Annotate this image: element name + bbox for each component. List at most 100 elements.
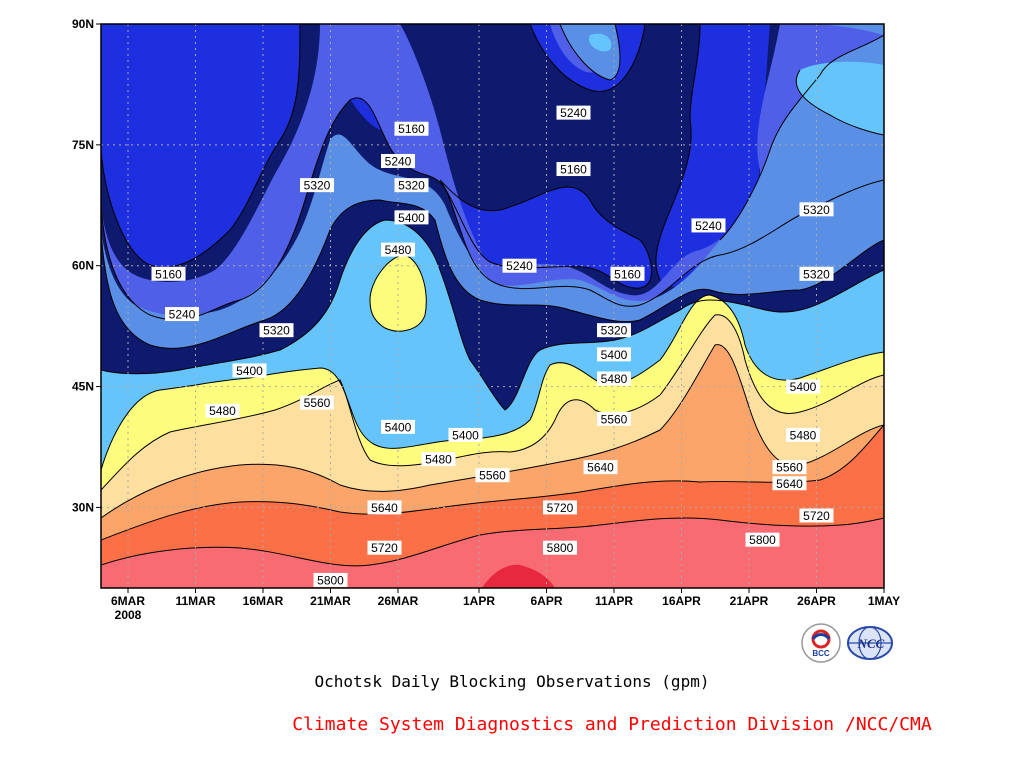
y-tick-label: 30N <box>72 500 94 514</box>
contour-label-bg <box>394 121 429 136</box>
x-tick-label: 26APR <box>797 594 836 608</box>
contour-label: 5320 <box>597 323 631 338</box>
contour-label-text: 5240 <box>385 154 412 168</box>
contour-label-bg <box>475 468 510 483</box>
contour-label-bg <box>232 363 267 378</box>
contour-label: 5240 <box>381 153 415 168</box>
contour-label: 5400 <box>232 363 267 378</box>
contour-label: 5320 <box>799 202 834 217</box>
contour-label: 5320 <box>799 266 834 281</box>
contour-label-bg <box>799 202 834 217</box>
contour-label: 5320 <box>259 323 294 338</box>
contour-label-text: 5480 <box>209 404 236 418</box>
contour-label-text: 5560 <box>304 396 331 410</box>
contour-label: 5720 <box>543 500 577 515</box>
contour-label: 5240 <box>165 307 199 322</box>
x-tick-label: 11APR <box>595 594 633 608</box>
contour-label: 5240 <box>556 105 591 120</box>
bcc-logo: BCC <box>800 622 842 664</box>
x-tick-label: 6MAR <box>111 594 145 608</box>
contour-label: 5560 <box>475 468 510 483</box>
x-tick-label: 1APR <box>463 594 495 608</box>
contour-label-text: 5240 <box>506 259 533 273</box>
contour-label-text: 5720 <box>371 541 398 555</box>
plot-frame <box>100 23 885 589</box>
contour-label: 5640 <box>583 460 618 475</box>
contour-label: 5560 <box>300 395 334 410</box>
contour-label-text: 5400 <box>385 420 412 434</box>
contour-label-bg <box>165 307 199 322</box>
contour-label: 5480 <box>205 403 240 418</box>
contour-label-text: 5320 <box>304 179 331 193</box>
contour-label-text: 5560 <box>601 412 628 426</box>
contour-label-bg <box>205 403 240 418</box>
contour-label: 5160 <box>556 162 591 177</box>
ncc-logo-text: NCC <box>857 636 885 651</box>
fill-above-5800 <box>101 517 884 588</box>
contour-label-text: 5800 <box>749 533 776 547</box>
x-tick-label: 16APR <box>662 594 701 608</box>
contour-label-text: 5320 <box>803 267 830 281</box>
contour-label-bg <box>556 105 591 120</box>
contour-label-text: 5480 <box>790 428 817 442</box>
contour-label-text: 5480 <box>385 243 412 257</box>
contour-label-bg <box>597 411 631 426</box>
contour-label-text: 5320 <box>398 179 425 193</box>
credit-line: Climate System Diagnostics and Predictio… <box>292 714 932 735</box>
contour-label-text: 5400 <box>601 348 628 362</box>
contour-label: 5400 <box>448 427 483 442</box>
contour-label-text: 5240 <box>169 308 196 322</box>
contour-label: 5400 <box>786 379 820 394</box>
contour-label-bg <box>786 427 820 442</box>
contour-label: 5240 <box>502 258 537 273</box>
contour-label-text: 5400 <box>790 380 817 394</box>
contour-label-text: 5240 <box>695 219 722 233</box>
contour-label: 5720 <box>799 508 834 523</box>
contour-label-bg <box>610 266 645 281</box>
contour-label-text: 5400 <box>398 211 425 225</box>
contour-label-text: 5640 <box>587 461 614 475</box>
contour-label-text: 5800 <box>547 541 574 555</box>
contour-label-text: 5640 <box>776 477 803 491</box>
contour-label-text: 5800 <box>317 573 344 587</box>
y-tick-label: 45N <box>72 380 94 394</box>
contour-label-text: 5160 <box>560 163 587 177</box>
contour-label: 5160 <box>394 121 429 136</box>
contour-label-bg <box>151 266 186 281</box>
contour-label-text: 5480 <box>601 372 628 386</box>
contour-label-bg <box>597 371 631 386</box>
contour-label-bg <box>300 178 334 193</box>
contour-label: 5480 <box>381 242 415 257</box>
contour-label-bg <box>259 323 294 338</box>
contour-label-bg <box>448 427 483 442</box>
contour-label: 5640 <box>772 476 807 491</box>
fill-peak <box>482 564 555 588</box>
contour-label-bg <box>367 540 402 555</box>
contour-label-text: 5560 <box>479 469 506 483</box>
y-tick-label: 75N <box>72 138 94 152</box>
contour-fills <box>101 24 884 588</box>
contour-label-bg <box>543 500 577 515</box>
contour-label-bg <box>381 419 415 434</box>
contour-label: 5560 <box>597 411 631 426</box>
x-tick-label: 21APR <box>730 594 769 608</box>
y-tick-label: 90N <box>72 17 94 31</box>
ncc-logo: NCC <box>846 622 894 664</box>
chart-caption: Ochotsk Daily Blocking Observations (gpm… <box>314 672 710 691</box>
contour-label: 5720 <box>367 540 402 555</box>
contour-label-text: 5160 <box>398 122 425 136</box>
contour-label-bg <box>786 379 820 394</box>
contour-label-text: 5720 <box>547 501 574 515</box>
contour-label-text: 5640 <box>371 501 398 515</box>
contour-label-text: 5160 <box>155 267 182 281</box>
contour-label-bg <box>799 266 834 281</box>
contour-label: 5400 <box>394 210 429 225</box>
contour-label-bg <box>394 210 429 225</box>
contour-label-text: 5560 <box>776 461 803 475</box>
contour-label-text: 5320 <box>601 324 628 338</box>
contour-label-bg <box>381 242 415 257</box>
contour-label-bg <box>583 460 618 475</box>
contour-label: 5160 <box>610 266 645 281</box>
contour-label: 5560 <box>772 460 807 475</box>
